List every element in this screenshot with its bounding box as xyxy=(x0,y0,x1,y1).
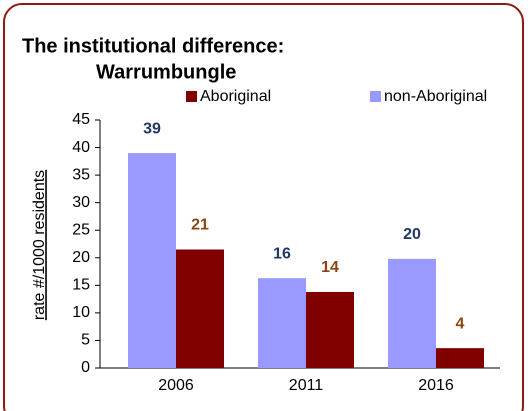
bar xyxy=(128,153,176,368)
chart-title: The institutional difference: xyxy=(22,35,284,57)
y-tick-label: 0 xyxy=(81,359,90,376)
x-tick-label: 2006 xyxy=(158,377,194,394)
data-label: 20 xyxy=(403,226,421,243)
y-axis-label: rate #/1000 residents xyxy=(31,170,48,320)
bar xyxy=(176,249,224,368)
legend-label: non-Aboriginal xyxy=(384,88,487,105)
legend-swatch xyxy=(186,91,197,102)
bar xyxy=(388,258,436,368)
legend-label: Aboriginal xyxy=(200,88,271,105)
y-tick-label: 40 xyxy=(72,139,90,156)
bar xyxy=(258,278,306,368)
bar xyxy=(306,291,354,368)
data-label: 21 xyxy=(191,217,209,234)
x-tick-label: 2011 xyxy=(289,377,324,394)
y-tick-label: 10 xyxy=(72,304,90,321)
y-tick-label: 30 xyxy=(72,194,90,211)
x-tick-label: 2016 xyxy=(418,377,454,394)
data-label: 39 xyxy=(143,120,161,137)
data-label: 14 xyxy=(321,259,339,276)
legend-swatch xyxy=(370,91,381,102)
y-tick-label: 25 xyxy=(72,221,90,238)
y-tick-label: 45 xyxy=(72,111,90,128)
y-tick-label: 20 xyxy=(72,249,90,266)
y-tick-label: 35 xyxy=(72,166,90,183)
bar xyxy=(436,348,484,368)
y-tick-label: 5 xyxy=(81,332,90,349)
data-label: 16 xyxy=(273,245,291,262)
data-label: 4 xyxy=(456,315,465,332)
chart-title: Warrumbungle xyxy=(96,61,236,83)
y-tick-label: 15 xyxy=(72,277,90,294)
